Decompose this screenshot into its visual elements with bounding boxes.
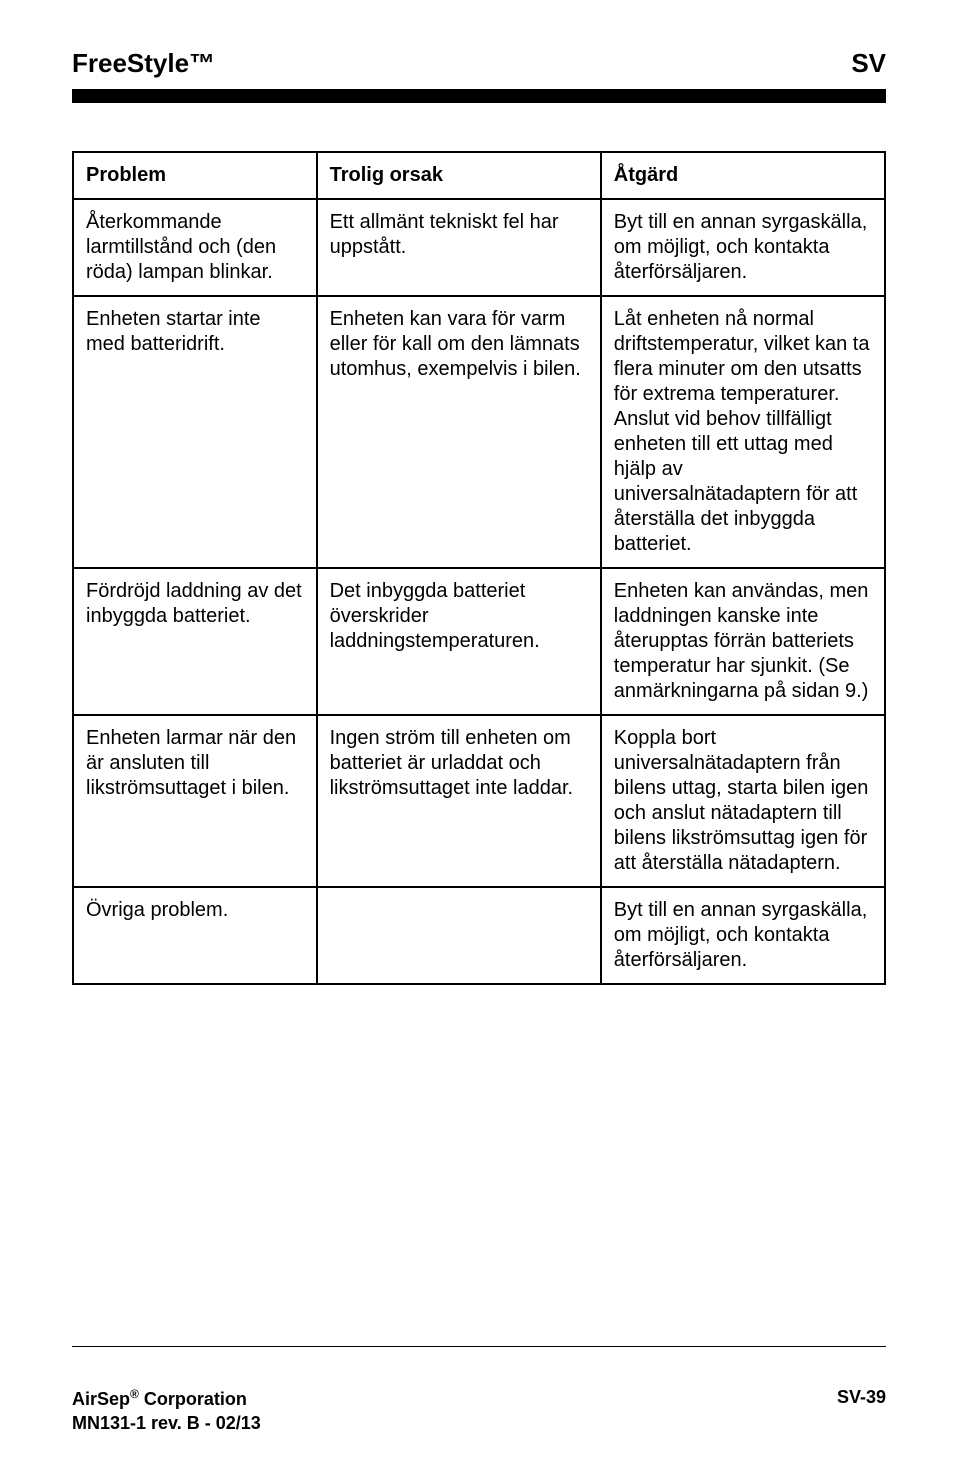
- cell-action: Enheten kan användas, men laddningen kan…: [601, 568, 885, 715]
- divider-bar: [72, 89, 886, 103]
- footer: AirSep® Corporation MN131-1 rev. B - 02/…: [72, 1346, 886, 1435]
- table-row: Övriga problem. Byt till en annan syrgas…: [73, 887, 885, 984]
- page-number: SV-39: [837, 1387, 886, 1408]
- table-row: Fördröjd laddning av det inbyggda batter…: [73, 568, 885, 715]
- cell-action: Byt till en annan syrgaskälla, om möjlig…: [601, 887, 885, 984]
- cell-cause: Ett allmänt tekniskt fel har uppstått.: [317, 199, 601, 296]
- cell-problem: Fördröjd laddning av det inbyggda batter…: [73, 568, 317, 715]
- col-problem: Problem: [73, 152, 317, 199]
- cell-cause: Det inbyggda batteriet överskrider laddn…: [317, 568, 601, 715]
- footer-company: AirSep® Corporation MN131-1 rev. B - 02/…: [72, 1387, 261, 1435]
- cell-problem: Enheten larmar när den är ansluten till …: [73, 715, 317, 887]
- cell-problem: Återkommande larmtillstånd och (den röda…: [73, 199, 317, 296]
- table-header-row: Problem Trolig orsak Åtgärd: [73, 152, 885, 199]
- registered-icon: ®: [130, 1387, 139, 1401]
- doc-rev: MN131-1 rev. B - 02/13: [72, 1413, 261, 1433]
- col-action: Åtgärd: [601, 152, 885, 199]
- product-title: FreeStyle™: [72, 48, 215, 79]
- col-cause: Trolig orsak: [317, 152, 601, 199]
- cell-action: Koppla bort universalnätadaptern från bi…: [601, 715, 885, 887]
- table-row: Enheten startar inte med batteridrift. E…: [73, 296, 885, 568]
- table-row: Återkommande larmtillstånd och (den röda…: [73, 199, 885, 296]
- cell-cause: Enheten kan vara för varm eller för kall…: [317, 296, 601, 568]
- company-name-post: Corporation: [139, 1389, 247, 1409]
- header-row: FreeStyle™ SV: [72, 48, 886, 79]
- cell-problem: Övriga problem.: [73, 887, 317, 984]
- cell-problem: Enheten startar inte med batteridrift.: [73, 296, 317, 568]
- company-name-pre: AirSep: [72, 1389, 130, 1409]
- table-row: Enheten larmar när den är ansluten till …: [73, 715, 885, 887]
- cell-cause: Ingen ström till enheten om batteriet är…: [317, 715, 601, 887]
- cell-action: Låt enheten nå normal driftstemperatur, …: [601, 296, 885, 568]
- troubleshooting-table: Problem Trolig orsak Åtgärd Återkommande…: [72, 151, 886, 985]
- language-code: SV: [851, 48, 886, 79]
- cell-cause: [317, 887, 601, 984]
- page: FreeStyle™ SV Problem Trolig orsak Åtgär…: [0, 0, 954, 1475]
- cell-action: Byt till en annan syrgaskälla, om möjlig…: [601, 199, 885, 296]
